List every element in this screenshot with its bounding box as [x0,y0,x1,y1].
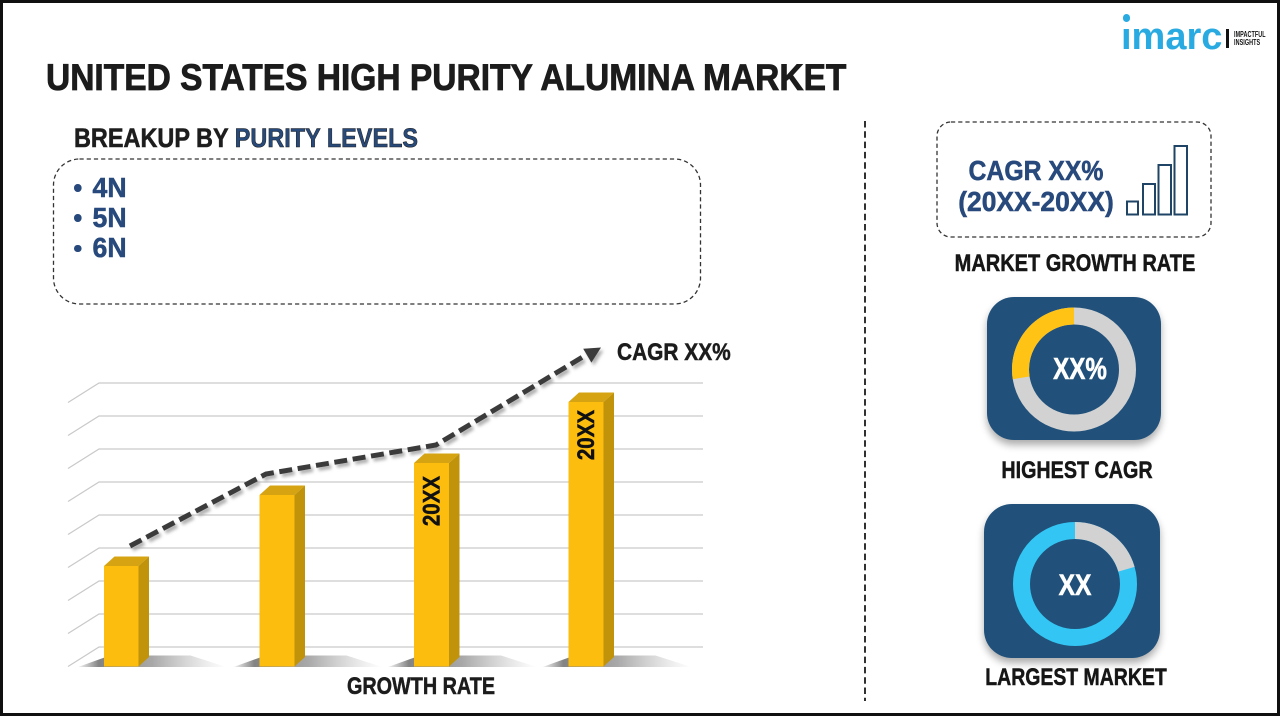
svg-text:20XX: 20XX [572,410,599,460]
svg-text:20XX: 20XX [418,476,445,526]
